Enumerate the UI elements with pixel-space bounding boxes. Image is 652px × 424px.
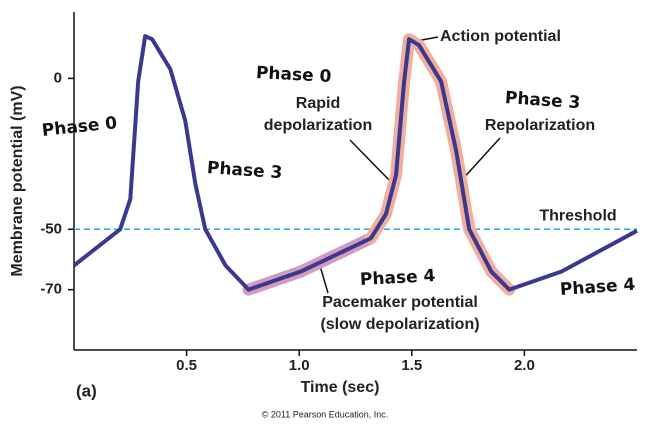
line-series [72, 34, 638, 292]
handwritten-note: Phase 0 [255, 63, 332, 87]
annotation: Pacemaker potential [322, 294, 478, 311]
annotation: Repolarization [485, 117, 595, 134]
y-axis-label: Membrane potential (mV) [9, 85, 26, 276]
handwritten-note: Phase 3 [504, 88, 581, 113]
threshold-label: Threshold [539, 208, 616, 225]
x-axis-label: Time (sec) [301, 379, 380, 396]
leader-line [459, 137, 501, 183]
annotation: depolarization [264, 117, 372, 134]
y-tick-label: -50 [40, 220, 62, 237]
panel-label: (a) [76, 381, 97, 400]
handwritten-note: Phase 3 [206, 158, 283, 183]
footer: © 2011 Pearson Education, Inc. [262, 409, 389, 419]
y-tick-label: -70 [40, 281, 62, 298]
annotation: (slow depolarization) [320, 316, 479, 333]
leader-line [349, 139, 393, 184]
x-tick-label: 0.5 [176, 357, 197, 374]
y-tick-label: 0 [54, 69, 62, 86]
handwritten-note: Phase 4 [559, 275, 636, 300]
handwritten-note: Phase 4 [359, 266, 436, 290]
x-tick-label: 2.0 [514, 357, 535, 374]
handwritten-note: Phase 0 [41, 113, 118, 141]
annotation: Action potential [440, 28, 561, 45]
x-tick-label: 1.0 [289, 357, 310, 374]
x-tick-label: 1.5 [401, 357, 422, 374]
annotation: Rapid [296, 95, 340, 112]
